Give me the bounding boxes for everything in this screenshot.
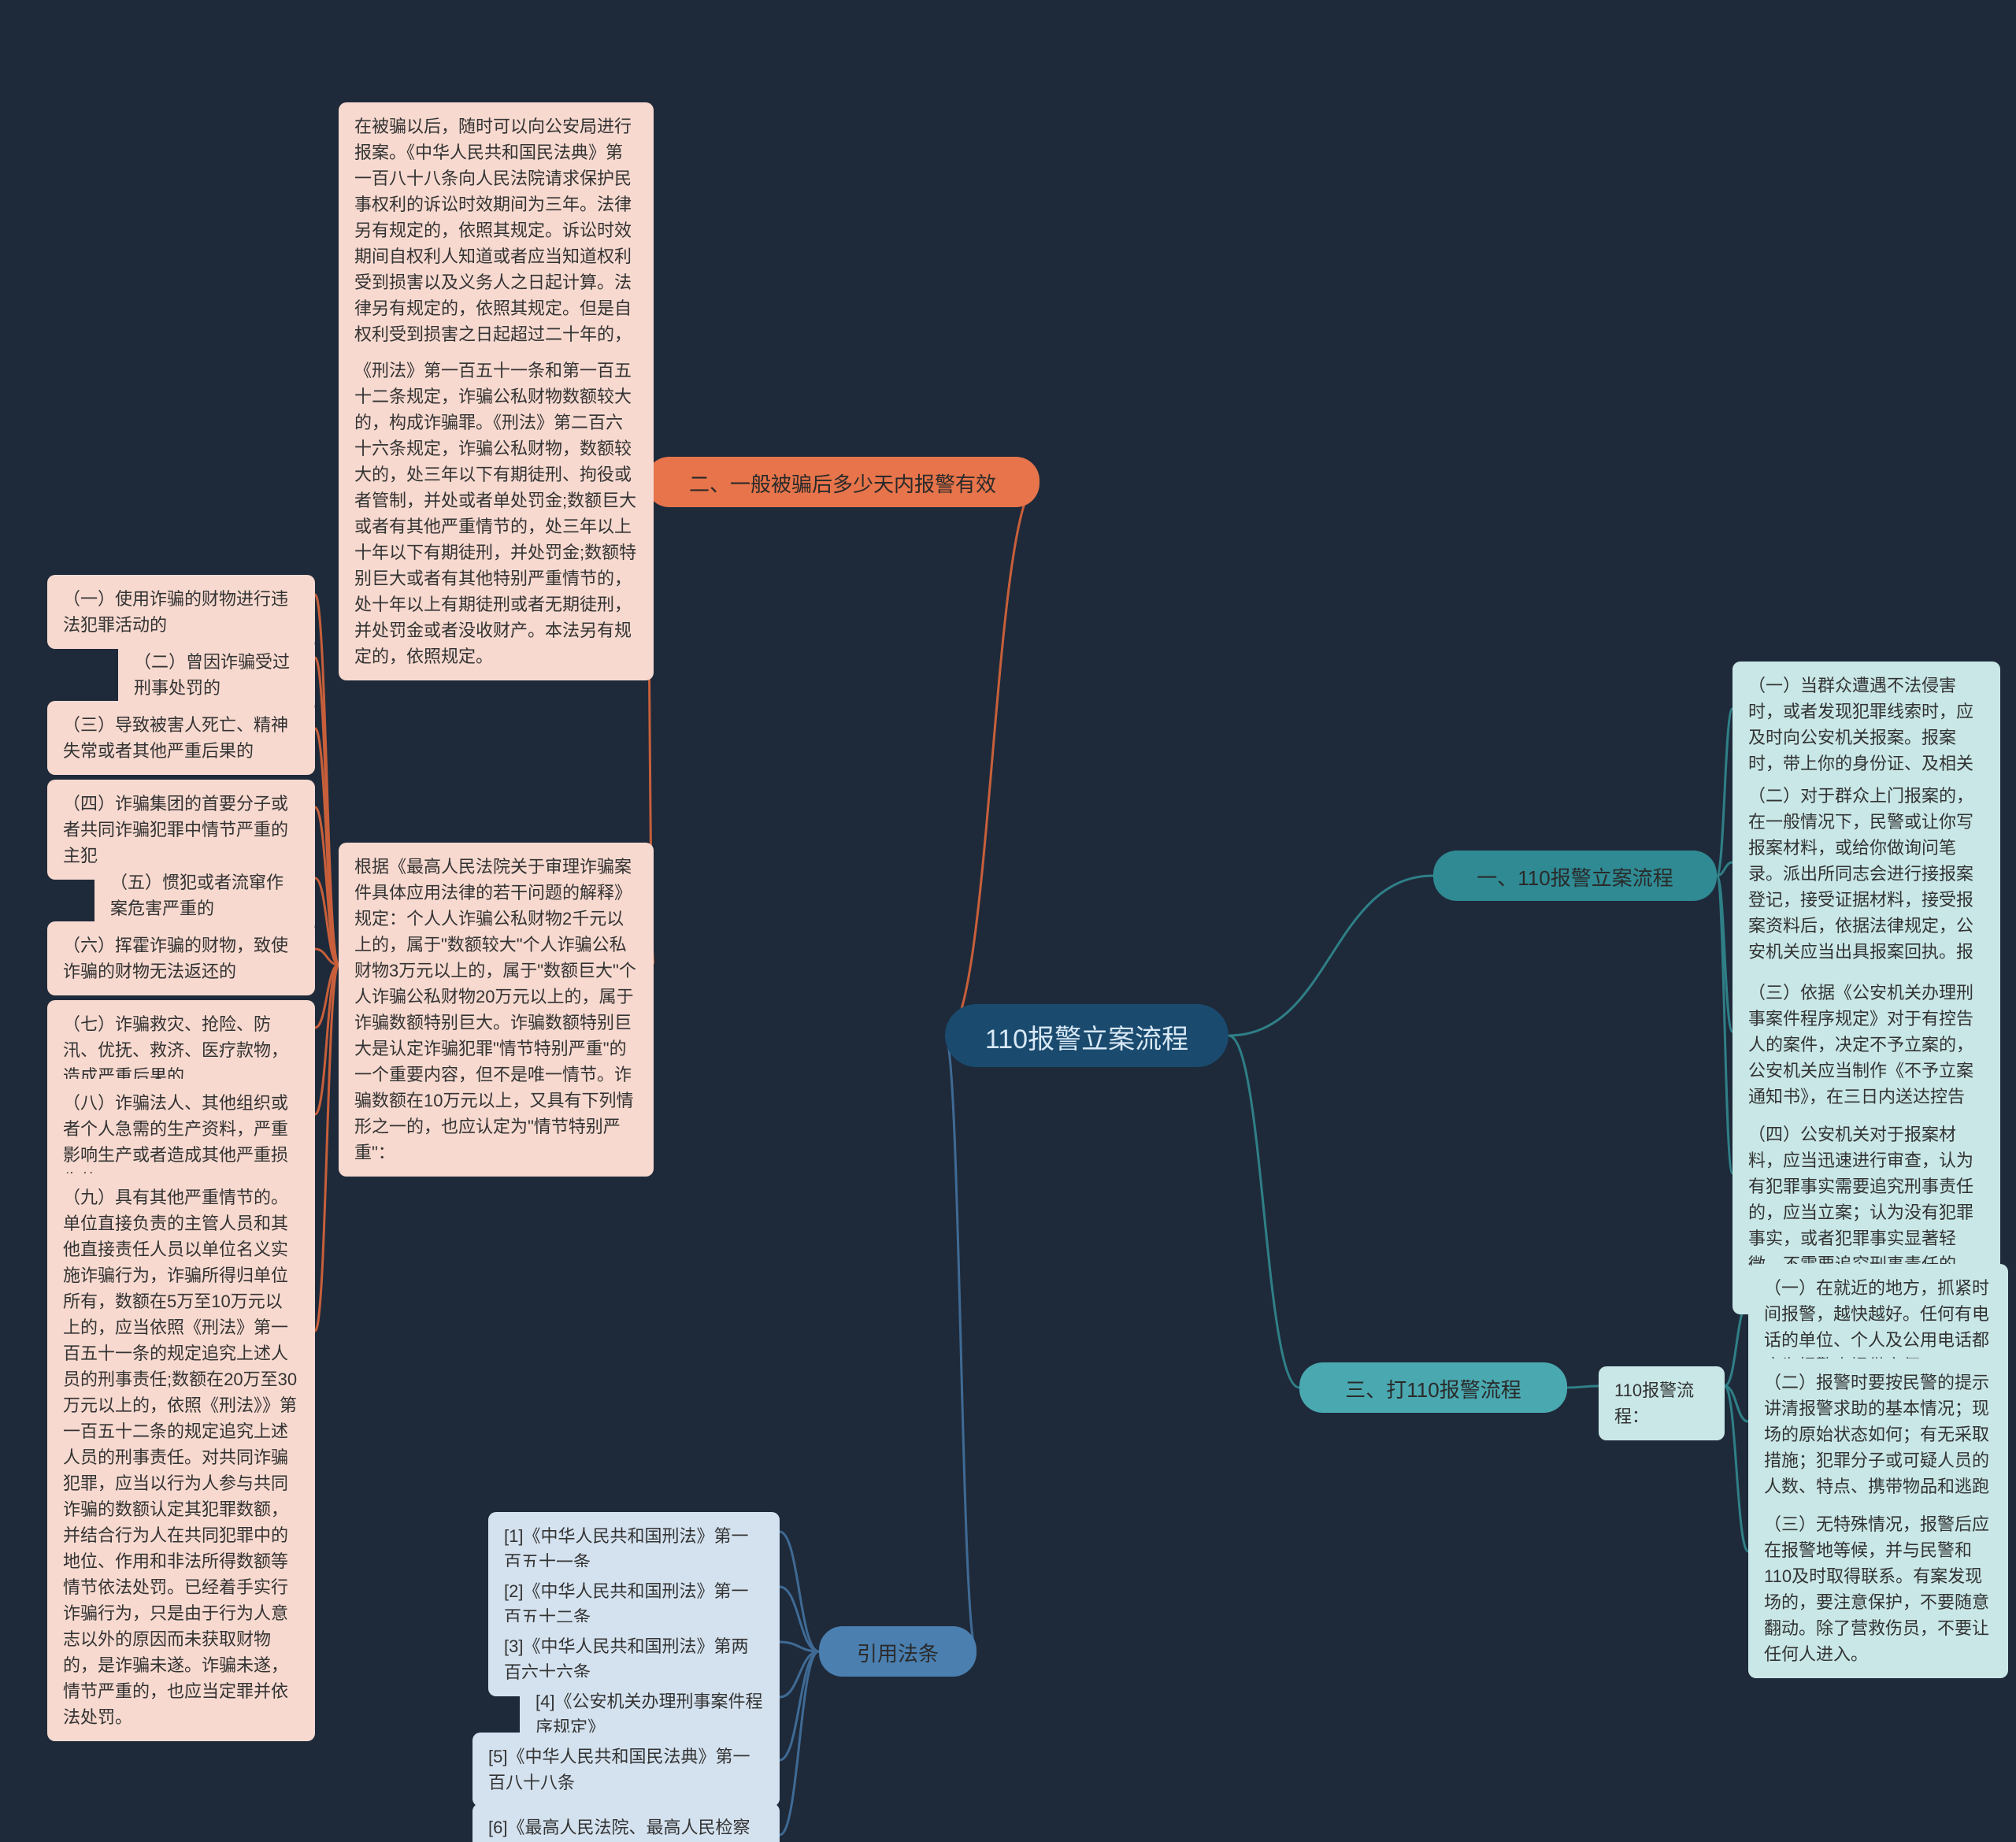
- branch-b3: 三、打110报警流程: [1299, 1362, 1567, 1413]
- edge: [1717, 876, 1732, 1032]
- edge: [1228, 876, 1433, 1036]
- edge: [1725, 1303, 1748, 1386]
- edge: [945, 1036, 976, 1651]
- edge: [1717, 862, 1732, 876]
- edge: [1717, 876, 1732, 1173]
- edge: [945, 482, 1040, 1036]
- edge: [315, 965, 339, 1028]
- leaf-b3l1c3: （三）无特殊情况，报警后应在报警地等候，并与民警和110及时取得联系。有案发现场…: [1748, 1500, 2008, 1678]
- leaf-b4l5: [5]《中华人民共和国民法典》第一百八十八条: [472, 1733, 780, 1807]
- edge: [1228, 1036, 1299, 1388]
- leaf-b2l3c3: （三）导致被害人死亡、精神失常或者其他严重后果的: [47, 701, 315, 775]
- leaf-b2l3c6: （六）挥霍诈骗的财物，致使诈骗的财物无法返还的: [47, 921, 315, 995]
- edge: [315, 949, 339, 965]
- leaf-b2l2: 《刑法》第一百五十一条和第一百五十二条规定，诈骗公私财物数额较大的，构成诈骗罪。…: [339, 347, 654, 680]
- edge: [315, 728, 339, 965]
- edge: [780, 1651, 819, 1760]
- branch-b2: 二、一般被骗后多少天内报警有效: [646, 457, 1040, 507]
- branch-b1: 一、110报警立案流程: [1433, 851, 1717, 901]
- leaf-b2l3c9: （九）具有其他严重情节的。单位直接负责的主管人员和其他直接责任人员以单位名义实施…: [47, 1173, 315, 1741]
- leaf-b3l1: 110报警流程：: [1599, 1366, 1725, 1440]
- edge: [315, 807, 339, 965]
- root-node: 110报警立案流程: [945, 1004, 1228, 1067]
- branch-b4: 引用法条: [819, 1626, 976, 1677]
- edge: [315, 878, 339, 965]
- edge: [315, 658, 339, 965]
- edge: [1725, 1386, 1748, 1551]
- edge: [315, 965, 339, 1331]
- edge: [780, 1651, 819, 1835]
- edge: [780, 1587, 819, 1651]
- edge: [1725, 1386, 1748, 1421]
- edge: [780, 1651, 819, 1697]
- edge: [1717, 709, 1732, 876]
- edge: [315, 595, 339, 965]
- edge: [1567, 1386, 1599, 1388]
- leaf-b2l3: 根据《最高人民法院关于审理诈骗案件具体应用法律的若干问题的解释》规定：个人人诈骗…: [339, 843, 654, 1177]
- edge: [780, 1642, 819, 1651]
- edge: [780, 1532, 819, 1651]
- leaf-b4l6: [6]《最高人民法院、最高人民检察院关于办理诈骗刑事案件具体应用法律若干问题的解…: [472, 1803, 780, 1842]
- edge: [315, 965, 339, 1114]
